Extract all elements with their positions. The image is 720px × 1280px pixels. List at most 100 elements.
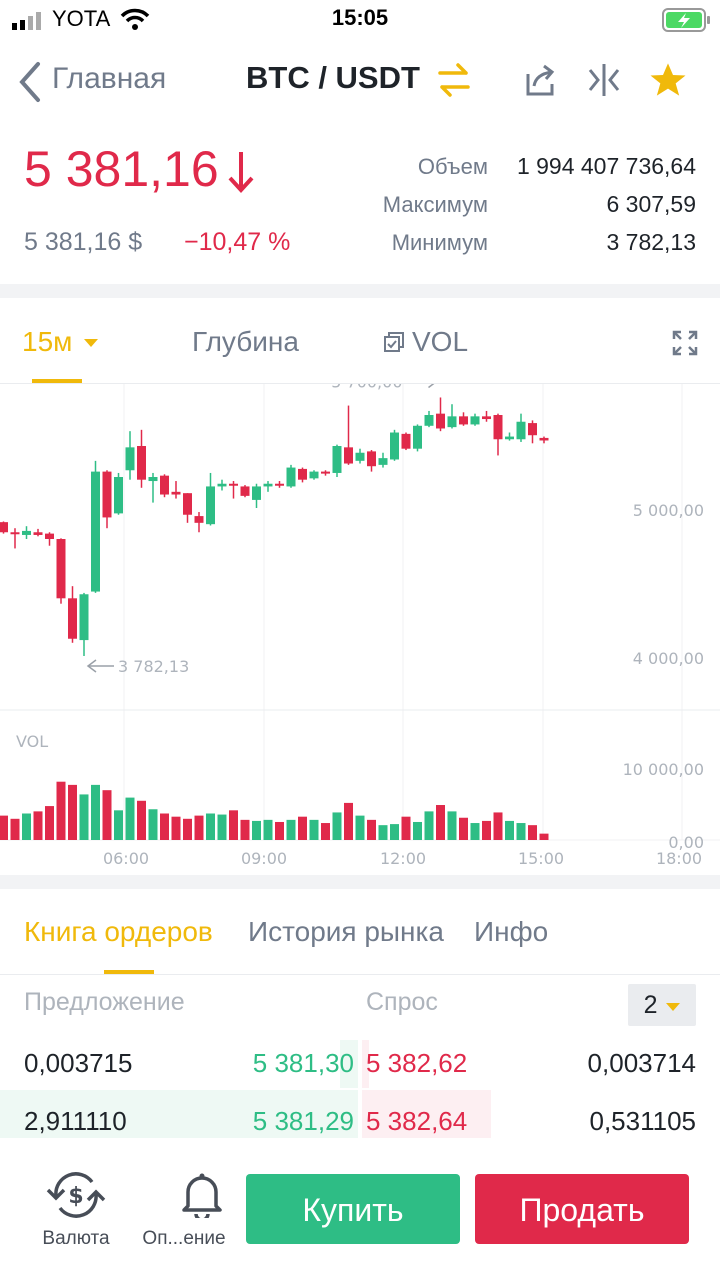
tab-orderbook[interactable]: Книга ордеров [24, 916, 213, 947]
volume-bar [321, 823, 330, 840]
volume-bar [125, 797, 135, 840]
volume-bar [183, 818, 192, 840]
share-icon[interactable] [522, 62, 558, 98]
alerts-label[interactable]: Оп...ение [142, 1228, 226, 1249]
volume-bar [206, 813, 215, 840]
candle-body [0, 522, 8, 533]
price-axis-label: 5 000,00 [633, 501, 704, 520]
candle-body [505, 436, 514, 440]
volume-bar [539, 833, 549, 840]
interval-selector[interactable]: 15м [22, 326, 99, 358]
ask-depth-bar [362, 1090, 491, 1138]
volume-bar [91, 784, 100, 840]
candle-body [68, 598, 77, 639]
time-axis-label: 12:00 [380, 849, 426, 868]
volume-bar [240, 819, 250, 840]
candle-body [160, 475, 169, 495]
fullscreen-icon[interactable] [672, 330, 698, 356]
pair-title[interactable]: BTC / USDT [246, 60, 420, 95]
candle-body [424, 415, 434, 426]
chart-grid [0, 384, 720, 841]
last-price: 5 381,16 [24, 141, 219, 197]
volume-bar [160, 813, 169, 840]
volume-bar [263, 819, 273, 840]
status-bar: YOTA 15:05 [0, 0, 720, 40]
high-marker-label: 5 700,00 [331, 384, 402, 391]
volume-bar [367, 819, 376, 840]
candle-body [447, 416, 457, 428]
ob-tabs-border [0, 974, 720, 975]
bid-column-header: Предложение [24, 988, 185, 1016]
chart-labels: 5 000,00 4 000,00 10 000,00 0,00 VOL 06:00 09:… [16, 384, 704, 868]
tab-vol[interactable]: VOL [384, 326, 468, 358]
volume-bars [0, 781, 549, 840]
volume-bar [137, 800, 146, 840]
volume-bar [413, 821, 422, 840]
volume-bar [528, 825, 537, 840]
caret-down-icon [84, 338, 99, 347]
candle-body [482, 416, 491, 420]
volume-bar [171, 816, 181, 840]
candle-body [309, 471, 319, 479]
carrier-name: YOTA [52, 6, 111, 31]
favorite-star-icon[interactable] [648, 60, 688, 100]
battery-charging-icon [662, 8, 710, 32]
candlestick-chart[interactable]: 5 000,00 4 000,00 10 000,00 0,00 VOL 06:00 09:… [0, 384, 720, 870]
candle-body [493, 415, 503, 440]
orderbook-row[interactable]: 0,003715 5 381,30 5 382,62 0,003714 [0, 1040, 720, 1086]
volume-bar [378, 825, 388, 840]
bell-icon[interactable] [180, 1170, 224, 1218]
stat-high-label: Максимум [382, 192, 488, 217]
candle-body [436, 413, 445, 429]
volume-bar [275, 821, 284, 840]
candle-body [79, 594, 89, 641]
time-axis-label: 09:00 [241, 849, 287, 868]
low-marker-arrow [86, 659, 97, 673]
precision-selector[interactable]: 2 [628, 984, 696, 1026]
volume-bar [309, 819, 319, 840]
candle-body [263, 483, 273, 487]
sell-button[interactable]: Продать [475, 1174, 689, 1244]
candle-body [413, 425, 422, 449]
price-change: −10,47 % [184, 228, 291, 256]
candle-body [470, 416, 480, 425]
candle-body [217, 483, 227, 487]
candle-body [252, 486, 261, 500]
back-chevron-icon[interactable] [16, 60, 42, 104]
ask-qty: 0,531105 [589, 1106, 696, 1136]
candle-body [390, 432, 399, 460]
volume-bar [447, 811, 457, 840]
clock: 15:05 [331, 5, 389, 30]
candle-body [22, 530, 31, 535]
volume-bar [229, 810, 238, 840]
volume-bar [217, 814, 227, 840]
buy-button[interactable]: Купить [246, 1174, 460, 1244]
stat-high-value: 6 307,59 [606, 191, 696, 217]
volume-bar [516, 823, 526, 840]
back-button[interactable]: Главная [52, 62, 167, 95]
candle-body [229, 483, 238, 486]
ask-depth-bar [362, 1040, 369, 1088]
volume-bar [470, 823, 480, 840]
tab-info[interactable]: Инфо [474, 916, 549, 947]
currency-label[interactable]: Валюта [42, 1228, 110, 1249]
candle-body [171, 491, 181, 495]
compare-icon[interactable] [586, 62, 622, 98]
volume-bar [68, 784, 77, 840]
orderbook-row[interactable]: 2,911110 5 381,29 5 382,64 0,531105 [0, 1090, 720, 1138]
candle-body [148, 477, 158, 482]
ob-tab-indicator [104, 970, 154, 974]
candle-body [459, 416, 468, 425]
candle-body [45, 533, 54, 539]
section-divider [0, 284, 720, 298]
tab-depth[interactable]: Глубина [192, 326, 299, 357]
candle-body [33, 532, 43, 535]
candle-body [344, 447, 353, 464]
swap-arrows-icon[interactable] [436, 62, 472, 98]
currency-exchange-icon[interactable]: $ [46, 1172, 106, 1218]
volume-bar [56, 781, 66, 840]
tab-market-history[interactable]: История рынка [248, 916, 444, 947]
price-fiat: 5 381,16 $ [24, 228, 143, 256]
bid-qty: 2,911110 [24, 1106, 127, 1136]
tab-active-indicator [32, 379, 82, 383]
